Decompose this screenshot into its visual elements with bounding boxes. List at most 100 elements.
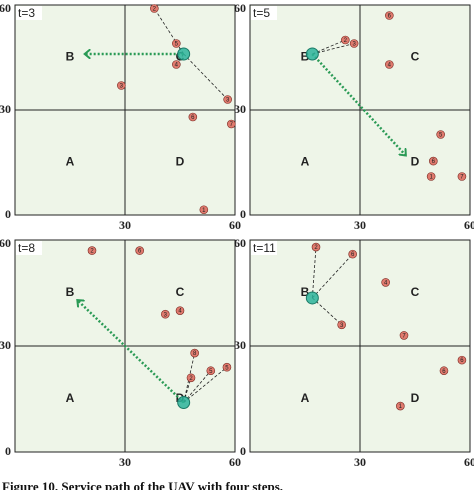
user-label: 6 — [191, 115, 195, 121]
region-label: A — [66, 155, 75, 169]
user-point — [436, 130, 445, 139]
y-tick-label: 30 — [234, 102, 246, 116]
user-point — [222, 362, 232, 372]
user-label: 4 — [178, 309, 182, 315]
user-label: 4 — [388, 63, 392, 69]
user-point — [381, 278, 390, 287]
region-label: C — [411, 50, 420, 64]
title-bg — [16, 241, 42, 255]
user-label: 6 — [460, 358, 464, 364]
user-label: 6 — [138, 249, 142, 255]
region-label: D — [176, 155, 185, 169]
y-tick-label: 60 — [234, 236, 246, 250]
user-label: 3 — [352, 42, 356, 48]
user-point — [161, 309, 170, 319]
user-label: 7 — [402, 333, 406, 339]
user-label: 2 — [189, 376, 193, 382]
user-label: 6 — [351, 252, 355, 258]
user-point — [172, 39, 181, 48]
title-bg — [251, 6, 277, 20]
user-point — [227, 119, 236, 129]
user-point — [188, 112, 198, 122]
y-tick-label: 0 — [240, 444, 246, 458]
user-label: 4 — [175, 63, 179, 69]
x-tick-label: 60 — [229, 218, 241, 232]
user-label: 6 — [432, 159, 436, 165]
user-label: 1 — [399, 404, 403, 410]
user-point — [457, 355, 467, 365]
user-point — [135, 246, 144, 255]
x-tick-label: 60 — [229, 455, 241, 469]
y-tick-label: 30 — [0, 338, 11, 352]
user-label: 5 — [175, 42, 179, 48]
user-label: 5 — [209, 369, 213, 375]
title-bg — [16, 6, 42, 20]
user-point — [186, 373, 196, 383]
user-label: 6 — [388, 14, 392, 20]
region-label: A — [66, 391, 75, 405]
user-label: 1 — [202, 208, 206, 214]
user-label: 2 — [153, 7, 157, 13]
service-link — [153, 8, 185, 55]
user-point — [348, 249, 357, 259]
y-tick-label: 60 — [0, 236, 11, 250]
x-tick-label: 60 — [464, 455, 474, 469]
y-tick-label: 30 — [0, 102, 11, 116]
uav — [305, 47, 319, 61]
user-label: 2 — [90, 249, 94, 255]
user-point — [199, 205, 209, 215]
uav — [177, 396, 191, 410]
panel-title: t=5 — [253, 6, 270, 20]
user-point — [385, 60, 394, 69]
user-point — [341, 35, 350, 45]
service-link — [312, 297, 342, 326]
panel-title: t=3 — [18, 6, 35, 20]
user-point — [399, 331, 409, 340]
user-label: 3 — [120, 84, 124, 90]
region-label: A — [301, 391, 310, 405]
region-label: C — [176, 285, 185, 299]
user-point — [117, 81, 126, 90]
panel-title: t=11 — [253, 241, 276, 255]
region-label: B — [301, 285, 310, 299]
user-label: 6 — [442, 369, 446, 375]
x-tick-label: 30 — [354, 455, 366, 469]
user-point — [223, 95, 232, 104]
user-point — [385, 11, 394, 20]
user-label: 7 — [460, 175, 464, 181]
user-label: 1 — [429, 175, 433, 181]
panel-title: t=8 — [18, 241, 35, 255]
uav-path — [77, 300, 185, 404]
user-point — [439, 366, 449, 376]
x-tick-label: 30 — [354, 218, 366, 232]
user-label: 8 — [193, 351, 197, 357]
user-label: 2 — [314, 245, 318, 251]
caption: Figure 10. Service path of the UAV with … — [2, 479, 283, 490]
region-label: B — [66, 285, 75, 299]
service-link — [183, 53, 228, 100]
y-tick-label: 60 — [0, 1, 11, 15]
y-tick-label: 0 — [5, 444, 11, 458]
x-tick-label: 30 — [119, 218, 131, 232]
y-tick-label: 60 — [234, 1, 246, 15]
user-label: 3 — [226, 98, 230, 104]
user-label: 2 — [344, 38, 348, 44]
user-point — [206, 366, 216, 376]
user-label: 5 — [225, 365, 229, 371]
user-point — [457, 172, 467, 181]
user-label: 7 — [230, 122, 234, 128]
region-label: D — [411, 391, 420, 405]
region-label: D — [411, 155, 420, 169]
user-point — [150, 4, 159, 13]
uav — [305, 291, 319, 305]
title-bg — [251, 241, 277, 255]
region-label: C — [411, 285, 420, 299]
user-label: 4 — [384, 280, 388, 286]
user-point — [175, 306, 185, 315]
x-tick-label: 60 — [464, 218, 474, 232]
service-link — [311, 247, 317, 298]
user-point — [429, 156, 438, 166]
user-point — [172, 60, 181, 69]
uav-path — [311, 53, 406, 156]
